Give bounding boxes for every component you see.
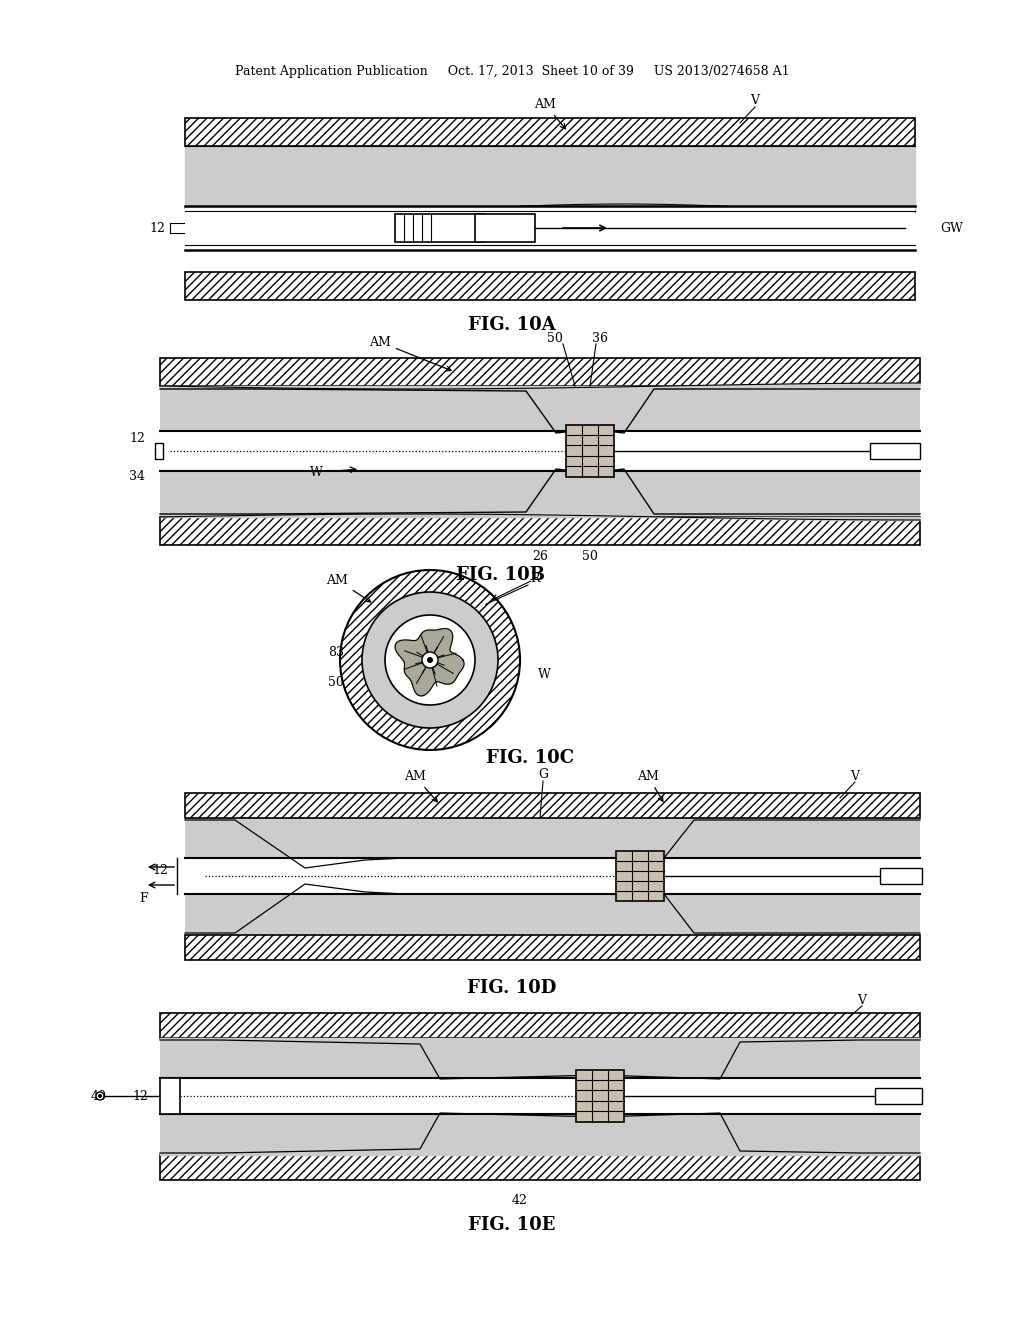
Bar xyxy=(185,272,915,300)
Bar xyxy=(874,1088,922,1104)
Text: 42: 42 xyxy=(512,1193,528,1206)
Text: V: V xyxy=(851,770,859,783)
Bar xyxy=(160,1038,920,1155)
Bar xyxy=(185,818,920,935)
Circle shape xyxy=(422,652,438,668)
Text: 34: 34 xyxy=(129,470,145,483)
FancyBboxPatch shape xyxy=(185,147,915,209)
Circle shape xyxy=(98,1094,102,1098)
Bar xyxy=(185,117,915,147)
Text: AM: AM xyxy=(637,770,663,801)
Bar xyxy=(160,517,920,545)
Bar xyxy=(185,793,920,818)
Text: 12: 12 xyxy=(129,433,145,446)
Text: 40: 40 xyxy=(91,1089,106,1102)
Bar xyxy=(575,1071,624,1122)
Bar xyxy=(616,851,664,902)
Bar xyxy=(160,385,920,517)
Circle shape xyxy=(96,1092,104,1100)
Text: V: V xyxy=(857,994,866,1006)
Text: Patent Application Publication     Oct. 17, 2013  Sheet 10 of 39     US 2013/027: Patent Application Publication Oct. 17, … xyxy=(234,66,790,78)
Text: 83: 83 xyxy=(328,645,344,659)
Text: AM: AM xyxy=(326,573,371,602)
Text: G: G xyxy=(538,768,548,781)
Bar xyxy=(160,1078,920,1114)
Circle shape xyxy=(362,591,498,729)
Text: R: R xyxy=(530,572,540,585)
Text: AM: AM xyxy=(535,98,565,129)
Bar xyxy=(185,858,920,894)
Circle shape xyxy=(385,615,475,705)
Text: FIG. 10C: FIG. 10C xyxy=(486,748,574,767)
Bar xyxy=(160,1078,180,1114)
Bar xyxy=(185,935,920,960)
Text: AM: AM xyxy=(369,335,452,371)
Text: W: W xyxy=(310,466,323,479)
Text: 36: 36 xyxy=(592,331,608,345)
Bar xyxy=(870,444,920,459)
Text: 12: 12 xyxy=(150,222,165,235)
Bar xyxy=(160,358,920,385)
Bar xyxy=(566,425,614,477)
Text: FIG. 10A: FIG. 10A xyxy=(468,315,556,334)
Text: FIG. 10B: FIG. 10B xyxy=(456,566,545,583)
Bar xyxy=(160,1012,920,1038)
Text: 50: 50 xyxy=(547,331,563,345)
Text: V: V xyxy=(751,95,760,107)
Bar xyxy=(160,1155,920,1180)
Circle shape xyxy=(427,657,433,663)
Bar xyxy=(160,432,920,471)
Text: 50: 50 xyxy=(328,676,344,689)
Text: FIG. 10D: FIG. 10D xyxy=(467,979,557,997)
Bar xyxy=(475,214,535,242)
Text: FIG. 10E: FIG. 10E xyxy=(468,1216,556,1234)
Text: 26: 26 xyxy=(532,550,548,564)
Text: AM: AM xyxy=(404,770,437,801)
Bar xyxy=(880,869,922,884)
Bar xyxy=(155,444,163,459)
Bar xyxy=(185,206,915,249)
Text: GW: GW xyxy=(940,222,963,235)
Bar xyxy=(395,214,485,242)
Text: 12: 12 xyxy=(132,1089,148,1102)
Text: F: F xyxy=(139,891,148,904)
Text: 12: 12 xyxy=(153,865,168,878)
Text: 50: 50 xyxy=(582,550,598,564)
Polygon shape xyxy=(395,628,464,696)
Text: W: W xyxy=(538,668,551,681)
Circle shape xyxy=(340,570,520,750)
